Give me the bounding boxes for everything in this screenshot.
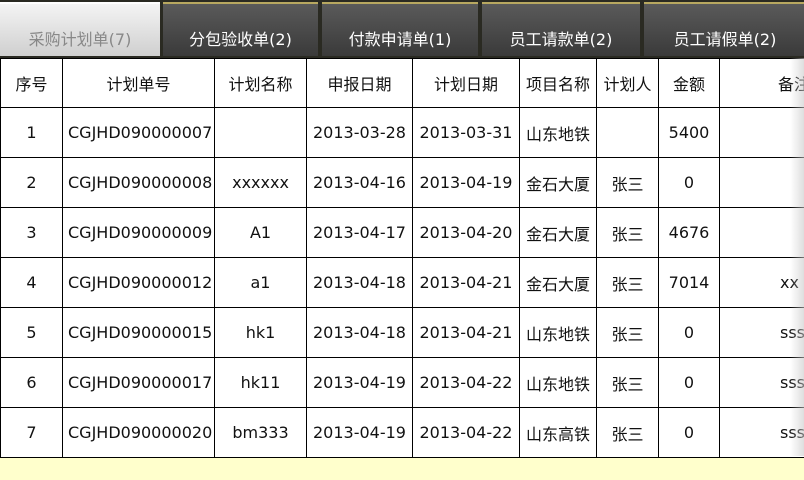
column-header: 计划人 xyxy=(596,58,659,108)
table-cell: 2013-04-22 xyxy=(412,357,520,408)
table-cell: 4676 xyxy=(658,207,720,258)
table-cell: 2013-04-19 xyxy=(306,407,413,458)
table-cell: hk1 xyxy=(214,307,307,358)
table-cell: 张三 xyxy=(596,357,659,408)
table-cell: 5 xyxy=(0,307,63,358)
table-cell: 0 xyxy=(658,357,720,408)
table-cell: 4 xyxy=(0,257,63,308)
table-cell xyxy=(719,157,804,208)
column-header: 项目名称 xyxy=(519,58,597,108)
tab[interactable]: 员工请假单(2) xyxy=(644,2,804,56)
table-cell: 山东地铁 xyxy=(519,107,597,158)
table-cell xyxy=(719,207,804,258)
column-header: 申报日期 xyxy=(306,58,413,108)
table-cell: 5400 xyxy=(658,107,720,158)
table-cell: 2013-04-19 xyxy=(412,157,520,208)
table-cell: 金石大厦 xyxy=(519,207,597,258)
table-cell: 张三 xyxy=(596,157,659,208)
table-cell: A1 xyxy=(214,207,307,258)
table-cell: CGJHD090000012 xyxy=(62,257,215,308)
table-cell: CGJHD090000008 xyxy=(62,157,215,208)
table-cell xyxy=(596,107,659,158)
table-cell: 2013-03-31 xyxy=(412,107,520,158)
table-cell: CGJHD090000020 xyxy=(62,407,215,458)
table-cell: 2013-04-18 xyxy=(306,257,413,308)
table-cell: 0 xyxy=(658,157,720,208)
table-cell: CGJHD090000009 xyxy=(62,207,215,258)
table-cell: 山东地铁 xyxy=(519,357,597,408)
tab-bar: 采购计划单(7) 分包验收单(2) 付款申请单(1) 员工请款单(2) 员工请假单(2) xyxy=(0,0,804,58)
table-cell: 0 xyxy=(658,407,720,458)
table-cell: 7 xyxy=(0,407,63,458)
table-cell: 张三 xyxy=(596,257,659,308)
column-header: 计划单号 xyxy=(62,58,215,108)
table-cell: 2013-04-22 xyxy=(412,407,520,458)
tab[interactable]: 分包验收单(2) xyxy=(163,2,318,56)
table-cell: 0 xyxy=(658,307,720,358)
table-cell: CGJHD090000017 xyxy=(62,357,215,408)
table-cell xyxy=(214,107,307,158)
table-cell: 2013-04-21 xyxy=(412,257,520,308)
table-cell: 7014 xyxy=(658,257,720,308)
table-cell: 2013-04-19 xyxy=(306,357,413,408)
table-cell: 3 xyxy=(0,207,63,258)
column-header: 计划名称 xyxy=(214,58,307,108)
table-cell: 金石大厦 xyxy=(519,157,597,208)
table-cell: 2013-03-28 xyxy=(306,107,413,158)
tab[interactable]: 采购计划单(7) xyxy=(0,2,160,56)
table-cell: xxxxxx xyxy=(214,157,307,208)
table-cell: 2013-04-20 xyxy=(412,207,520,258)
table-cell: 2013-04-16 xyxy=(306,157,413,208)
scroll-shade xyxy=(790,58,804,456)
table-cell: 山东地铁 xyxy=(519,307,597,358)
table-cell: hk11 xyxy=(214,357,307,408)
table-cell: 张三 xyxy=(596,307,659,358)
table-cell: bm333 xyxy=(214,407,307,458)
table-cell: 6 xyxy=(0,357,63,408)
table-cell: 山东高铁 xyxy=(519,407,597,458)
table-cell: CGJHD090000015 xyxy=(62,307,215,358)
table-cell: 张三 xyxy=(596,407,659,458)
table-cell: 1 xyxy=(0,107,63,158)
table-cell: CGJHD090000007 xyxy=(62,107,215,158)
column-header: 计划日期 xyxy=(412,58,520,108)
table-cell: 金石大厦 xyxy=(519,257,597,308)
table-cell: 2013-04-21 xyxy=(412,307,520,358)
table-cell: 2 xyxy=(0,157,63,208)
column-header: 金额 xyxy=(658,58,720,108)
table-cell: 2013-04-18 xyxy=(306,307,413,358)
column-header: 序号 xyxy=(0,58,63,108)
table-cell: 2013-04-17 xyxy=(306,207,413,258)
tab[interactable]: 员工请款单(2) xyxy=(482,2,640,56)
table-cell: 张三 xyxy=(596,207,659,258)
table-cell: a1 xyxy=(214,257,307,308)
tab[interactable]: 付款申请单(1) xyxy=(322,2,478,56)
